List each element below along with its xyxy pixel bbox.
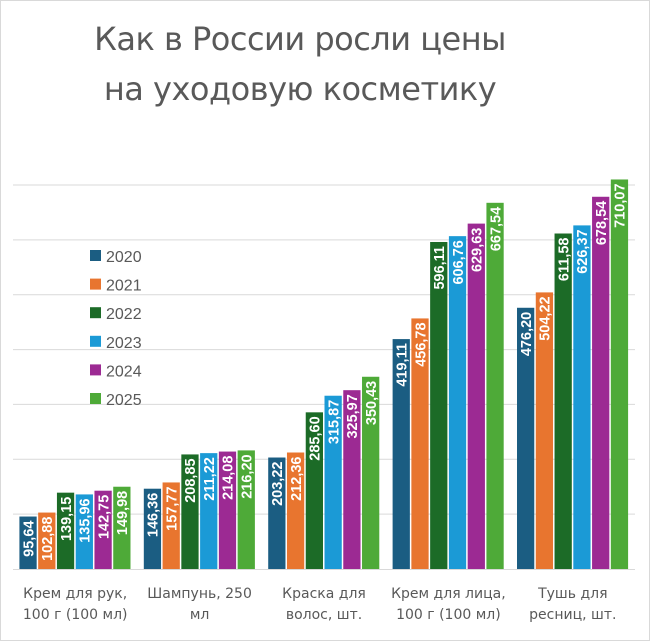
- bar-2021-4: [535, 292, 554, 569]
- legend-label: 2022: [106, 306, 142, 323]
- bar-2022-2: [305, 412, 323, 569]
- chart-title-line-2: на уходовую косметику: [103, 70, 497, 108]
- bar-2023-3: [448, 236, 467, 569]
- legend-swatch-2025: [90, 393, 101, 404]
- category-label: мл: [190, 607, 210, 623]
- data-label: 419,11: [394, 343, 410, 387]
- bar-2025-2: [362, 376, 380, 569]
- data-label: 214,08: [221, 456, 237, 500]
- bar-2025-1: [237, 450, 255, 569]
- data-label: 95,64: [21, 521, 37, 557]
- bars-group: 95,64 146,36 203,22 419,11 476,20 102,88 157,7…: [19, 179, 629, 569]
- bar-2021-0: [38, 512, 56, 569]
- data-label: 629,63: [470, 228, 486, 272]
- category-label: Шампунь, 250: [147, 586, 252, 602]
- bar-2025-3: [486, 202, 504, 569]
- data-label: 325,97: [345, 394, 361, 438]
- data-label: 208,85: [183, 458, 199, 502]
- category-label: Тушь для: [537, 586, 607, 602]
- category-label: 100 г (100 мл): [23, 607, 128, 623]
- category-label: волос, шт.: [286, 607, 362, 623]
- data-label: 626,37: [575, 229, 591, 273]
- legend-label: 2024: [106, 363, 142, 380]
- bar-2024-1: [218, 451, 237, 569]
- data-label: 596,11: [432, 246, 448, 290]
- legend-label: 2021: [106, 278, 142, 295]
- category-label: Краска для: [282, 586, 366, 602]
- bar-2021-1: [162, 482, 180, 569]
- category-label: 100 г (100 мл): [396, 607, 501, 623]
- bar-2020-3: [392, 339, 410, 569]
- category-label: Крем для рук,: [23, 586, 127, 602]
- bar-2020-2: [268, 457, 286, 569]
- data-label: 139,15: [59, 497, 75, 541]
- bar-2023-0: [75, 494, 93, 569]
- data-label: 350,43: [364, 381, 380, 425]
- data-label: 216,20: [240, 454, 256, 498]
- data-label: 212,36: [289, 457, 305, 501]
- data-label: 102,88: [40, 517, 56, 561]
- data-label: 211,22: [202, 457, 218, 501]
- bar-2022-1: [181, 454, 199, 569]
- bar-2023-4: [573, 225, 591, 569]
- bar-2024-2: [343, 390, 361, 569]
- bar-2024-3: [467, 223, 485, 569]
- bar-2025-4: [610, 179, 629, 569]
- bar-2022-4: [554, 233, 572, 569]
- data-label: 611,58: [556, 238, 572, 282]
- data-label: 606,76: [451, 240, 467, 284]
- data-label: 157,77: [164, 486, 180, 530]
- data-label: 149,98: [115, 491, 131, 535]
- data-label: 667,54: [488, 207, 504, 251]
- data-label: 142,75: [96, 495, 112, 539]
- bar-2021-3: [411, 318, 429, 569]
- bar-2020-0: [19, 516, 37, 569]
- data-label: 678,54: [594, 201, 610, 245]
- bar-2023-1: [200, 453, 218, 569]
- category-label: ресниц, шт.: [529, 607, 616, 623]
- bar-2023-2: [324, 395, 342, 569]
- data-label: 315,87: [326, 400, 342, 444]
- bar-2022-3: [430, 241, 448, 569]
- legend-swatch-2021: [90, 278, 101, 290]
- data-label: 456,78: [413, 322, 429, 366]
- data-label: 504,22: [538, 296, 554, 340]
- data-label: 710,07: [613, 183, 629, 227]
- legend-swatch-2024: [90, 364, 101, 376]
- bar-2020-1: [143, 488, 162, 569]
- legend-label: 2023: [106, 335, 142, 352]
- data-label: 203,22: [270, 462, 286, 506]
- data-label: 146,36: [146, 493, 162, 537]
- legend-swatch-2020: [90, 250, 101, 261]
- data-label: 476,20: [519, 312, 535, 356]
- legend-label: 2025: [106, 392, 142, 409]
- legend-label: 2020: [106, 249, 142, 266]
- data-label: 135,96: [78, 498, 94, 542]
- legend-swatch-2022: [90, 307, 101, 319]
- bar-2020-4: [517, 307, 535, 569]
- bar-2022-0: [56, 492, 75, 569]
- data-label: 285,60: [308, 416, 324, 460]
- bar-2021-2: [286, 452, 305, 569]
- category-label: Крем для лица,: [391, 586, 506, 602]
- chart-title-line-1: Как в России росли цены: [94, 20, 506, 58]
- bar-2024-0: [94, 490, 112, 569]
- legend-swatch-2023: [90, 335, 101, 347]
- bar-2025-0: [113, 486, 131, 569]
- bar-2024-4: [592, 196, 610, 569]
